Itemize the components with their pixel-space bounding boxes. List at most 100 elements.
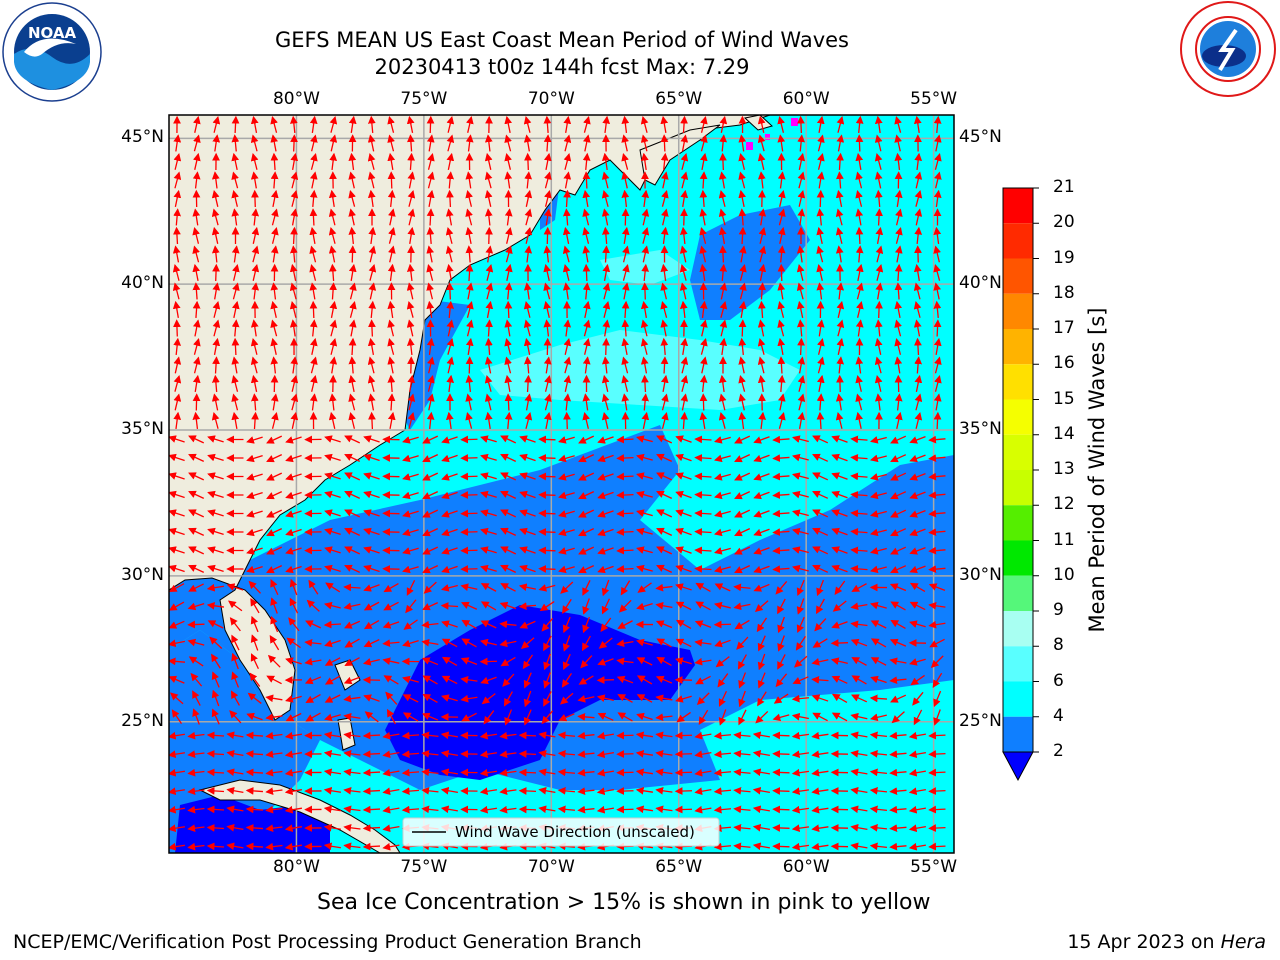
wave-direction-arrow	[270, 393, 279, 411]
wave-direction-arrow	[699, 208, 708, 226]
wave-direction-arrow	[817, 134, 825, 152]
wave-direction-arrow	[192, 319, 201, 337]
wave-direction-arrow	[622, 245, 630, 263]
wave-direction-arrow	[679, 245, 688, 263]
wave-direction-arrow	[601, 356, 610, 374]
wave-direction-arrow	[523, 282, 532, 300]
wave-direction-arrow	[562, 263, 571, 281]
wave-direction-arrow	[348, 171, 356, 189]
wave-direction-arrow	[251, 189, 259, 208]
wave-direction-arrow	[173, 171, 182, 189]
wave-direction-arrow	[914, 171, 923, 189]
wave-direction-arrow	[173, 393, 182, 411]
wave-direction-arrow	[173, 319, 181, 337]
wave-direction-arrow	[192, 208, 201, 226]
wave-direction-arrow	[661, 411, 669, 429]
wave-direction-arrow	[232, 282, 240, 300]
wave-direction-arrow	[192, 245, 200, 263]
wave-direction-arrow	[543, 245, 552, 263]
wave-direction-arrow	[816, 189, 825, 208]
wave-direction-arrow	[816, 282, 825, 300]
wave-direction-arrow	[367, 134, 376, 152]
wave-direction-arrow	[485, 245, 494, 263]
wave-direction-arrow	[894, 245, 903, 263]
wave-direction-arrow	[855, 189, 863, 207]
wave-direction-arrow	[192, 171, 201, 189]
wave-direction-arrow	[188, 490, 205, 499]
wave-direction-arrow	[524, 171, 533, 189]
wave-direction-arrow	[563, 171, 572, 189]
wave-direction-arrow	[349, 282, 357, 300]
wave-direction-arrow	[699, 171, 708, 189]
wave-direction-arrow	[582, 282, 591, 300]
wave-direction-arrow	[694, 454, 712, 462]
wave-direction-arrow	[426, 264, 434, 281]
wave-direction-arrow	[387, 319, 395, 337]
wave-direction-arrow	[738, 208, 747, 226]
wave-direction-arrow	[680, 115, 688, 134]
wave-direction-arrow	[250, 171, 259, 189]
wave-direction-arrow	[757, 171, 766, 189]
wave-direction-arrow	[544, 393, 552, 411]
wave-direction-arrow	[523, 356, 532, 374]
wave-direction-arrow	[890, 454, 907, 463]
wave-direction-arrow	[718, 171, 727, 189]
wave-direction-arrow	[211, 412, 220, 429]
wave-direction-arrow	[504, 356, 512, 374]
wave-direction-arrow	[636, 435, 653, 443]
colorbar-tick-label: 16	[1053, 353, 1075, 374]
wave-direction-arrow	[402, 473, 419, 481]
wave-direction-arrow	[934, 153, 942, 170]
wave-direction-arrow	[621, 393, 630, 411]
wave-direction-arrow	[933, 115, 942, 134]
wave-direction-arrow	[855, 208, 864, 226]
wave-direction-arrow	[328, 208, 337, 226]
wave-direction-arrow	[173, 337, 182, 356]
wave-direction-arrow	[914, 337, 922, 356]
colorbar-tick-label: 20	[1053, 212, 1075, 233]
wave-direction-arrow	[407, 208, 416, 226]
wave-direction-arrow	[231, 319, 240, 337]
wave-direction-arrow	[485, 282, 494, 300]
wave-direction-arrow	[699, 227, 707, 244]
wave-direction-arrow	[563, 337, 572, 355]
wave-direction-arrow	[407, 393, 416, 411]
wave-direction-arrow	[446, 152, 455, 170]
wave-direction-arrow	[875, 226, 884, 244]
wave-direction-arrow	[739, 282, 747, 300]
wave-direction-arrow	[816, 411, 825, 430]
wave-direction-arrow	[660, 134, 669, 152]
wave-direction-arrow	[874, 393, 883, 411]
wave-direction-arrow	[172, 263, 181, 281]
wave-direction-arrow	[310, 337, 318, 355]
wave-direction-arrow	[874, 153, 883, 170]
wave-direction-arrow	[519, 472, 536, 480]
wave-direction-arrow	[641, 393, 650, 411]
wave-direction-arrow	[348, 337, 357, 356]
colorbar-bin	[1003, 329, 1033, 365]
wave-direction-arrow	[738, 356, 746, 374]
wave-direction-arrow	[914, 152, 923, 171]
wave-direction-arrow	[836, 152, 844, 171]
wave-direction-arrow	[407, 412, 416, 429]
wave-direction-arrow	[172, 282, 181, 300]
wave-direction-arrow	[348, 374, 357, 392]
wave-direction-arrow	[446, 319, 455, 337]
wave-direction-arrow	[777, 337, 786, 355]
wave-direction-arrow	[328, 411, 337, 429]
wave-direction-arrow	[290, 411, 299, 429]
wave-direction-arrow	[583, 116, 591, 133]
wave-direction-arrow	[817, 152, 825, 170]
wave-direction-arrow	[484, 134, 493, 152]
colorbar-bin	[1003, 611, 1033, 647]
wave-direction-arrow	[290, 226, 298, 245]
wave-direction-arrow	[660, 356, 669, 374]
wave-direction-arrow	[290, 134, 298, 152]
wave-direction-arrow	[407, 226, 416, 245]
wave-direction-arrow	[582, 134, 591, 152]
wave-direction-arrow	[874, 319, 883, 337]
wave-direction-arrow	[285, 473, 302, 481]
wave-direction-arrow	[344, 453, 361, 462]
wave-direction-arrow	[797, 411, 806, 429]
wave-direction-arrow	[753, 436, 770, 444]
